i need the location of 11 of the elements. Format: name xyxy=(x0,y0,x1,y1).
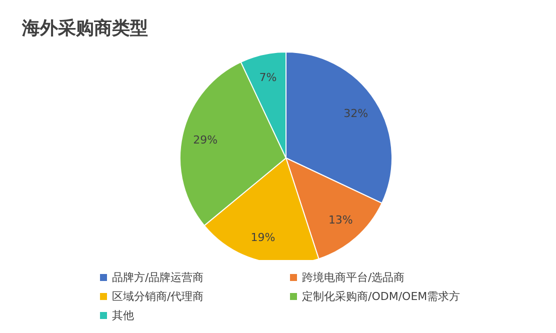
legend-label: 定制化采购商/ODM/OEM需求方 xyxy=(302,289,460,304)
legend-label: 跨境电商平台/选品商 xyxy=(302,270,405,285)
legend-label: 区域分销商/代理商 xyxy=(112,289,204,304)
legend-label: 品牌方/品牌运营商 xyxy=(112,270,204,285)
data-label: 19% xyxy=(250,230,276,244)
data-label: 7% xyxy=(259,70,277,84)
data-label: 32% xyxy=(344,107,368,120)
chart-title: 海外采购商类型 xyxy=(22,17,148,40)
data-label: 29% xyxy=(193,133,218,146)
legend-label: 其他 xyxy=(112,308,134,323)
data-label: 13% xyxy=(328,214,353,227)
